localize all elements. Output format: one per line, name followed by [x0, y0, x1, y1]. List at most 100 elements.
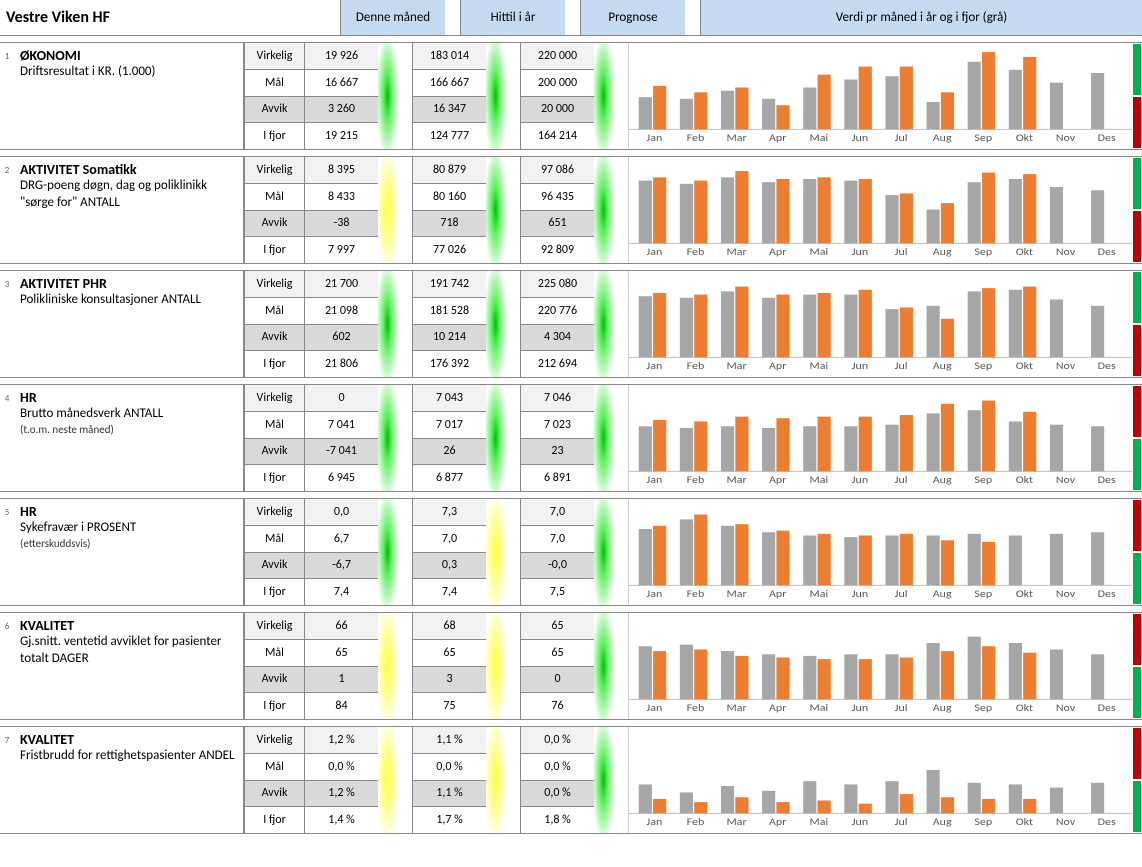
label-ifjor: I fjor — [244, 465, 304, 491]
flag-red — [1133, 325, 1141, 376]
svg-text:Sep: Sep — [974, 474, 992, 486]
svg-text:Mar: Mar — [727, 132, 747, 144]
svg-text:Jun: Jun — [852, 246, 869, 258]
svg-text:Mar: Mar — [727, 588, 747, 600]
svg-text:Des: Des — [1098, 588, 1116, 600]
prognosis-ifjor: 6 891 — [520, 465, 594, 491]
label-virkelig: Virkelig — [244, 727, 304, 754]
spacer — [397, 271, 412, 377]
kpi-title: KVALITET — [20, 731, 237, 748]
year-maal: 65 — [412, 640, 486, 667]
svg-text:Aug: Aug — [933, 246, 952, 258]
svg-text:Mar: Mar — [727, 360, 747, 372]
spacer — [505, 157, 520, 263]
row-labels: VirkeligMålAvvikI fjor — [244, 385, 304, 491]
month-virkelig: 0,0 — [304, 499, 378, 526]
svg-text:Mai: Mai — [809, 588, 828, 600]
spacer — [505, 727, 520, 833]
kpi-row: 4HRBrutto månedsverk ANTALL(t.o.m. neste… — [0, 384, 1142, 492]
spacer — [613, 271, 628, 377]
status-indicator-green — [378, 271, 397, 377]
row-labels: VirkeligMålAvvikI fjor — [244, 499, 304, 605]
svg-text:Des: Des — [1098, 474, 1116, 486]
label-maal: Mål — [244, 412, 304, 439]
month-avvik: 602 — [304, 325, 378, 352]
values-prognosis: 7,07,0-0,07,5 — [520, 499, 594, 605]
kpi-row: 7KVALITETFristbrudd for rettighetspasien… — [0, 726, 1142, 834]
flag-red — [1133, 500, 1141, 551]
month-status — [378, 727, 397, 833]
svg-text:Apr: Apr — [769, 246, 787, 258]
svg-text:Nov: Nov — [1056, 132, 1075, 144]
prognosis-ifjor: 92 809 — [520, 237, 594, 263]
values-prognosis: 225 080220 7764 304212 694 — [520, 271, 594, 377]
svg-text:Nov: Nov — [1056, 702, 1075, 714]
prognosis-avvik: -0,0 — [520, 553, 594, 580]
status-indicator-green — [486, 385, 505, 491]
svg-text:Nov: Nov — [1056, 360, 1075, 372]
values-prognosis: 0,0 %0,0 %0,0 %1,8 % — [520, 727, 594, 833]
prognosis-avvik: 651 — [520, 211, 594, 238]
spacer — [613, 727, 628, 833]
svg-text:Mar: Mar — [727, 246, 747, 258]
prognosis-virkelig: 220 000 — [520, 43, 594, 70]
monthly-chart: JanFebMarAprMaiJunJulAugSepOktNovDes — [628, 499, 1142, 605]
spacer — [613, 157, 628, 263]
prognosis-status — [594, 499, 613, 605]
spacer — [445, 0, 460, 35]
svg-text:Mai: Mai — [809, 702, 828, 714]
kpi-number: 4 — [0, 385, 14, 491]
kpi-sub2: (t.o.m. neste måned) — [20, 423, 237, 436]
values-year: 80 87980 16071877 026 — [412, 157, 486, 263]
kpi-row: 5HRSykefravær i PROSENT(etterskuddsvis)V… — [0, 498, 1142, 606]
month-avvik: -7 041 — [304, 439, 378, 466]
page-title: Vestre Viken HF — [0, 0, 340, 35]
status-indicator-green — [594, 43, 613, 149]
prognosis-ifjor: 164 214 — [520, 123, 594, 149]
kpi-title-block: AKTIVITET PHRPolikliniske konsultasjoner… — [14, 271, 244, 377]
side-flags — [1132, 43, 1142, 149]
kpi-sub2: (etterskuddsvis) — [20, 537, 237, 550]
svg-text:Jul: Jul — [895, 474, 908, 486]
monthly-chart: JanFebMarAprMaiJunJulAugSepOktNovDes — [628, 613, 1142, 719]
year-maal: 181 528 — [412, 298, 486, 325]
svg-text:Jan: Jan — [646, 702, 662, 714]
svg-text:Jun: Jun — [852, 474, 869, 486]
col-header-chart: Verdi pr måned i år og i fjor (grå) — [700, 0, 1142, 35]
prognosis-virkelig: 225 080 — [520, 271, 594, 298]
svg-text:Mar: Mar — [727, 474, 747, 486]
monthly-chart: JanFebMarAprMaiJunJulAugSepOktNovDes — [628, 727, 1142, 833]
flag-red — [1133, 97, 1141, 148]
month-avvik: 1 — [304, 667, 378, 694]
kpi-number: 2 — [0, 157, 14, 263]
status-indicator-green — [486, 157, 505, 263]
kpi-number: 6 — [0, 613, 14, 719]
col-header-year: Hittil i år — [460, 0, 565, 35]
label-maal: Mål — [244, 754, 304, 781]
month-ifjor: 7,4 — [304, 579, 378, 605]
label-virkelig: Virkelig — [244, 157, 304, 184]
flag-green — [1133, 781, 1141, 832]
month-status — [378, 271, 397, 377]
kpi-row: 2AKTIVITET SomatikkDRG-poeng døgn, dag o… — [0, 156, 1142, 264]
svg-text:Okt: Okt — [1016, 702, 1034, 714]
year-ifjor: 6 877 — [412, 465, 486, 491]
prognosis-avvik: 23 — [520, 439, 594, 466]
svg-text:Aug: Aug — [933, 360, 952, 372]
svg-text:Jul: Jul — [895, 132, 908, 144]
year-status — [486, 385, 505, 491]
spacer — [397, 43, 412, 149]
month-virkelig: 19 926 — [304, 43, 378, 70]
year-status — [486, 613, 505, 719]
svg-text:Okt: Okt — [1016, 246, 1034, 258]
label-maal: Mål — [244, 526, 304, 553]
row-labels: VirkeligMålAvvikI fjor — [244, 271, 304, 377]
prognosis-ifjor: 1,8 % — [520, 807, 594, 833]
prognosis-maal: 200 000 — [520, 70, 594, 97]
svg-text:Jun: Jun — [852, 132, 869, 144]
prognosis-status — [594, 727, 613, 833]
prognosis-maal: 220 776 — [520, 298, 594, 325]
values-prognosis: 220 000200 00020 000164 214 — [520, 43, 594, 149]
month-status — [378, 385, 397, 491]
year-virkelig: 68 — [412, 613, 486, 640]
